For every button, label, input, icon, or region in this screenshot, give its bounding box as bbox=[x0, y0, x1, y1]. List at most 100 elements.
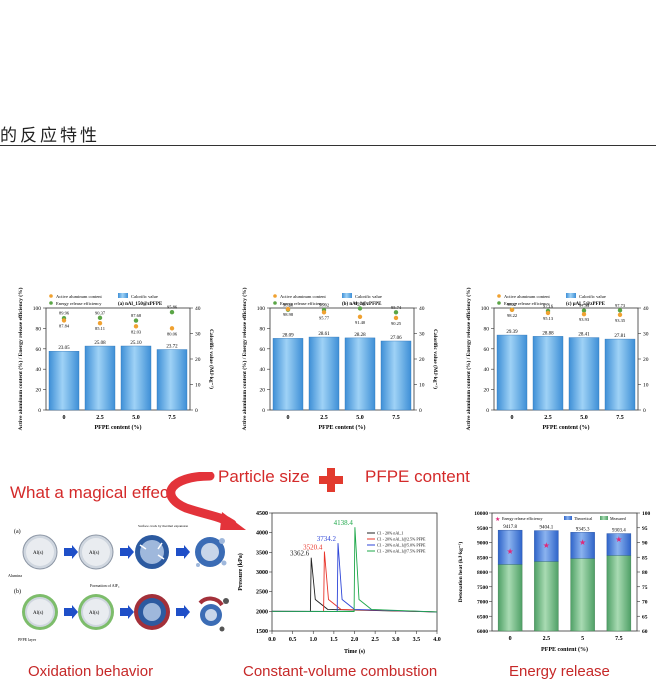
calorific-bar bbox=[568, 337, 600, 411]
energy-point bbox=[133, 318, 139, 323]
section-heading: 的反应特性 bbox=[0, 126, 100, 146]
x-tick-label: 0 bbox=[511, 415, 514, 421]
arrow-icon bbox=[120, 545, 134, 559]
energy-label: 99.59 bbox=[355, 301, 366, 306]
y2-tick-label: 40 bbox=[195, 306, 201, 312]
chart-title: (b) nAl_1@zPFPE bbox=[342, 302, 382, 307]
efficiency-point: ★ bbox=[579, 538, 586, 547]
x-tick-label: 2.5 bbox=[320, 415, 328, 421]
legend-measured-swatch bbox=[600, 516, 608, 520]
calorific-label: 27.06 bbox=[390, 336, 402, 341]
y-axis-label: Pressure (kPa) bbox=[237, 553, 244, 591]
calorific-bar bbox=[308, 336, 340, 411]
legend-theoretical-swatch bbox=[564, 516, 572, 520]
y-tick-label: 8000 bbox=[477, 570, 488, 576]
calorific-label: 28.61 bbox=[318, 332, 330, 337]
x-tick-label: 2.5 bbox=[543, 636, 551, 642]
y-tick-label: 100 bbox=[257, 306, 266, 312]
measured-bar bbox=[497, 564, 523, 632]
alumina-label: Alumina bbox=[8, 573, 22, 578]
legend-label: C1 - 20% nAl_1@2.5% PFPE bbox=[377, 537, 426, 542]
energy-point bbox=[357, 306, 363, 311]
x-tick-label: 1.5 bbox=[330, 637, 338, 643]
y-tick-label: 9000 bbox=[477, 541, 488, 547]
arrow-icon bbox=[64, 605, 78, 619]
y-tick-label: 2500 bbox=[256, 590, 268, 596]
y-tick-label: 60 bbox=[260, 347, 266, 353]
particle-b2: Al(s) bbox=[78, 594, 114, 630]
y2-tick-label: 0 bbox=[419, 408, 422, 414]
x-axis-label: PFPE content (%) bbox=[95, 424, 142, 431]
x-tick-label: 4.0 bbox=[433, 637, 441, 643]
x-tick-label: 3.0 bbox=[392, 637, 400, 643]
active-point bbox=[169, 326, 175, 331]
y-axis-label: Active aluminum content (%) / Energy rel… bbox=[17, 287, 24, 430]
y-tick-label: 8500 bbox=[477, 555, 488, 561]
active-point bbox=[617, 312, 623, 317]
efficiency-point: ★ bbox=[543, 541, 550, 550]
calorific-label: 25.08 bbox=[94, 341, 106, 346]
y2-tick-label: 95 bbox=[642, 526, 648, 532]
svg-text:Al(s): Al(s) bbox=[89, 551, 100, 556]
energy-label: 87.68 bbox=[131, 313, 142, 318]
particle-b4 bbox=[198, 596, 229, 632]
peak-label: 4138.4 bbox=[334, 519, 354, 527]
y2-tick-label: 10 bbox=[643, 383, 649, 389]
y2-tick-label: 75 bbox=[642, 585, 648, 591]
y-tick-label: 6500 bbox=[477, 614, 488, 620]
y-tick-label: 20 bbox=[484, 388, 490, 394]
active-point bbox=[321, 310, 327, 315]
y2-tick-label: 0 bbox=[195, 408, 198, 414]
calorific-bar bbox=[496, 334, 528, 411]
active-point bbox=[97, 320, 103, 326]
y-tick-label: 40 bbox=[36, 367, 42, 373]
arrow-icon bbox=[176, 545, 190, 559]
x-tick-label: 0 bbox=[509, 636, 512, 642]
theoretical-label: 9417.8 bbox=[503, 525, 517, 530]
energy-chart: 6000 6500 7000 7500 8000 8500 9000 9500 10000 60 6… bbox=[457, 511, 651, 653]
x-tick-label: 3.5 bbox=[413, 637, 421, 643]
legend-label: C1 - 20% nAl_1@5.0% PFPE bbox=[377, 543, 426, 548]
legend-active: Active aluminum content bbox=[280, 294, 326, 299]
y-tick-label: 7500 bbox=[477, 585, 488, 591]
y2-tick-label: 90 bbox=[642, 541, 648, 547]
legend-active-marker bbox=[273, 294, 277, 298]
calorific-bar bbox=[532, 336, 564, 411]
legend-efficiency-marker: ★ bbox=[495, 516, 500, 523]
plus-icon bbox=[319, 468, 343, 492]
legend-energy: Energy release efficiency bbox=[56, 301, 102, 306]
active-point bbox=[509, 307, 515, 313]
y2-tick-label: 30 bbox=[419, 332, 425, 338]
y2-tick-label: 30 bbox=[195, 332, 201, 338]
legend-calorific: Calorific value bbox=[579, 294, 606, 299]
y-axis-label: Active aluminum content (%) / Energy rel… bbox=[241, 287, 248, 430]
y2-tick-label: 20 bbox=[419, 357, 425, 363]
y-tick-label: 4000 bbox=[256, 531, 268, 537]
calorific-bar bbox=[272, 338, 304, 411]
legend-label: C1 - 20% nAl_1@7.5% PFPE bbox=[377, 549, 426, 554]
peak-label: 3520.4 bbox=[303, 544, 323, 552]
particle-a4 bbox=[195, 537, 227, 567]
x-tick-label: 0.5 bbox=[289, 637, 297, 643]
y-tick-label: 3500 bbox=[256, 550, 268, 556]
legend-calorific-swatch bbox=[566, 293, 576, 298]
legend-active: Active aluminum content bbox=[56, 294, 102, 299]
active-point bbox=[545, 310, 551, 316]
active-point bbox=[133, 324, 139, 329]
x-tick-label: 5 bbox=[581, 636, 584, 642]
calorific-label: 27.81 bbox=[614, 334, 626, 339]
legend-measured: Measured bbox=[610, 516, 626, 521]
x-tick-label: 0 bbox=[287, 415, 290, 421]
active-point bbox=[61, 318, 67, 323]
arrow-icon bbox=[176, 605, 190, 619]
pfpe-layer-label: PFPE layer bbox=[18, 637, 37, 642]
y2-tick-label: 60 bbox=[642, 629, 648, 635]
pfpe-content-text: PFPE content bbox=[365, 467, 470, 486]
calorific-bar bbox=[120, 345, 152, 411]
y-axis-label: Active aluminum content (%) / Energy rel… bbox=[465, 287, 472, 430]
legend-label: C1 - 20% nAl_1 bbox=[377, 531, 403, 536]
energy-point bbox=[617, 308, 623, 313]
y-tick-label: 40 bbox=[260, 367, 266, 373]
energy-label: 97.73 bbox=[615, 303, 626, 308]
theoretical-label: 9303.4 bbox=[612, 529, 626, 534]
